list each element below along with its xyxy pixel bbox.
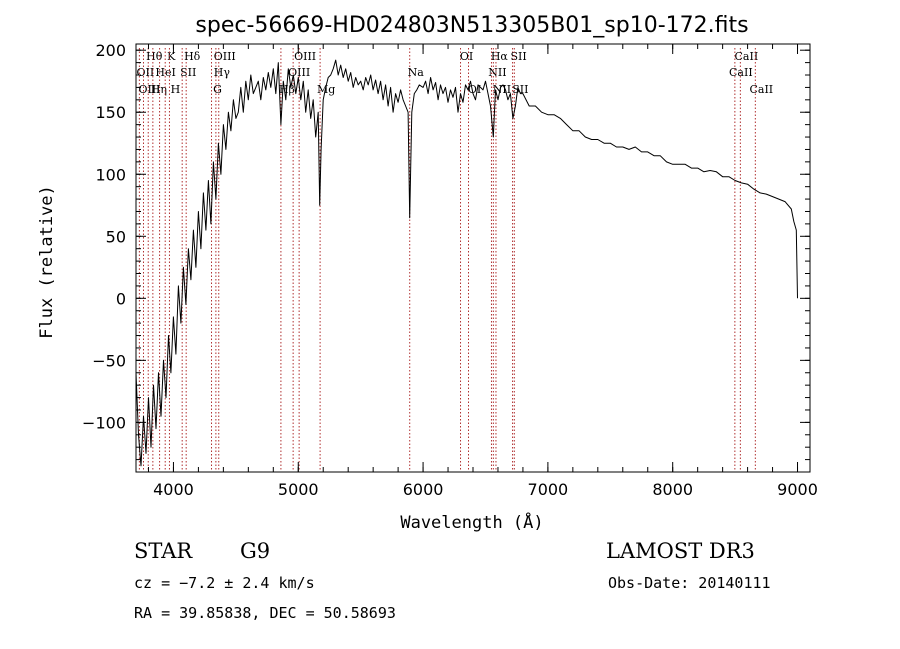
redshift-cz: cz = −7.2 ± 2.4 km/s [134,574,315,592]
x-tick-label: 5000 [278,480,319,499]
spectral-line-label: Na [408,66,425,79]
spectral-line-label: SII [512,83,528,96]
plot-frame [135,43,811,473]
spectral-line-label: Mg [317,83,335,96]
y-tick-label: −100 [82,413,126,432]
spectral-line-label: Hδ [184,50,201,63]
y-tick-label: −50 [92,351,126,370]
y-tick-label: 150 [95,103,126,122]
spectral-line-label: Hη [151,83,167,96]
y-tick-label: 50 [106,227,126,246]
spectral-line-label: OIII [294,50,316,63]
spectral-line-label: Hα [491,50,509,63]
spectral-line-label: CaII [729,66,753,79]
spectral-line-label: CaII [735,50,759,63]
spectral-line-label: H [171,83,181,96]
observation-date: Obs-Date: 20140111 [608,574,771,592]
spectral-line-label: K [167,50,176,63]
spectrum-line [135,59,798,467]
spectral-line-label: G [213,83,222,96]
x-tick-label: 9000 [777,480,818,499]
x-tick-label: 8000 [652,480,693,499]
survey-name: LAMOST DR3 [606,539,755,563]
x-tick-label: 4000 [153,480,194,499]
x-axis-label: Wavelength (Å) [400,511,543,533]
spectral-line-markers: HθOIIOIIIHeIHηKSIIHHδOIIIHγGOIIIOIIIHβMg… [137,48,773,472]
y-tick-label: 0 [116,289,126,308]
y-tick-label: 100 [95,165,126,184]
spectral-line-label: OIII [138,83,160,96]
spectral-line-label: OIII [288,66,310,79]
spectrum-series [135,59,798,467]
object-class: STAR [134,539,193,563]
spectral-line-label: SII [180,66,196,79]
coordinates: RA = 39.85838, DEC = 50.58693 [134,604,396,622]
spectral-line-label: CaII [749,83,773,96]
spectral-line-label: Hθ [146,50,163,63]
spectral-line-label: OI [460,50,473,63]
x-tick-label: 6000 [403,480,444,499]
spectral-line-label: SII [510,50,526,63]
spectral-line-label: OIII [214,50,236,63]
spectral-line-label: NII [488,66,506,79]
x-axis: 4000 5000 6000 7000 8000 9000 [147,44,818,499]
spectral-line-label: OII [137,66,155,79]
spectral-line-label: Hγ [214,66,231,79]
object-subclass: G9 [240,539,271,563]
y-axis: −100 −50 0 50 100 150 200 [82,41,810,461]
chart-title: spec-56669-HD024803N513305B01_sp10-172.f… [195,13,748,38]
x-tick-label: 7000 [528,480,569,499]
y-tick-label: 200 [95,41,126,60]
y-axis-label: Flux (relative) [37,185,57,339]
